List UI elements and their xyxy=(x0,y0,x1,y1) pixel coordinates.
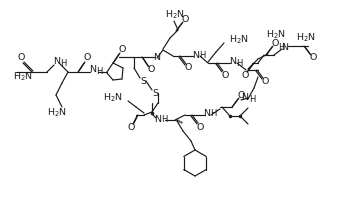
Text: N: N xyxy=(193,50,200,59)
Text: H$_2$N: H$_2$N xyxy=(229,34,249,46)
Text: N: N xyxy=(241,93,248,102)
Text: N: N xyxy=(203,109,210,118)
Text: O: O xyxy=(271,38,279,47)
Text: H: H xyxy=(161,116,167,125)
Text: O: O xyxy=(118,46,126,55)
Text: N: N xyxy=(54,58,61,67)
Text: N: N xyxy=(230,58,237,67)
Text: O: O xyxy=(127,122,135,131)
Text: H$_2$N: H$_2$N xyxy=(266,29,286,41)
Text: H$_2$N: H$_2$N xyxy=(13,71,33,83)
Text: H$_2$N: H$_2$N xyxy=(47,107,67,119)
Text: N: N xyxy=(281,42,288,51)
Text: O: O xyxy=(17,54,25,63)
Text: O: O xyxy=(237,91,245,100)
Text: O: O xyxy=(181,14,189,24)
Text: O: O xyxy=(184,63,192,72)
Text: H: H xyxy=(199,51,205,60)
Text: H: H xyxy=(210,109,216,118)
Text: N: N xyxy=(154,52,161,62)
Text: S: S xyxy=(152,88,158,97)
Text: O: O xyxy=(83,54,91,63)
Text: O: O xyxy=(147,66,155,75)
Text: O: O xyxy=(221,71,229,80)
Text: H: H xyxy=(236,59,242,67)
Text: S: S xyxy=(140,76,146,85)
Text: H$_2$N: H$_2$N xyxy=(103,92,123,104)
Text: H: H xyxy=(60,59,66,67)
Text: O: O xyxy=(196,122,204,131)
Text: O: O xyxy=(261,77,269,87)
Text: O: O xyxy=(309,52,317,62)
Text: N: N xyxy=(154,114,161,123)
Text: O: O xyxy=(241,71,249,80)
Text: H$_2$N: H$_2$N xyxy=(296,32,316,44)
Text: H: H xyxy=(249,94,255,104)
Text: H: H xyxy=(96,67,102,76)
Text: H: H xyxy=(278,43,284,52)
Text: N: N xyxy=(90,66,97,75)
Text: H$_2$N: H$_2$N xyxy=(165,9,185,21)
